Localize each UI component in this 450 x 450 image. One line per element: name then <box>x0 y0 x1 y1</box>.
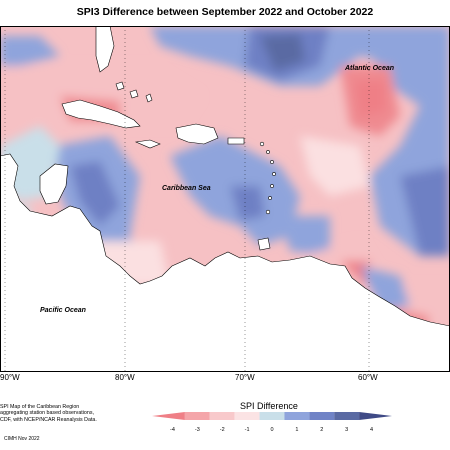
footer-note-line: CDF, with NCEP/NCAR Reanalysis Data. <box>0 416 97 423</box>
legend-swatch <box>184 412 210 420</box>
legend-tick-label: 3 <box>345 427 348 433</box>
land-masses <box>0 26 450 372</box>
legend-tick-label: -1 <box>245 427 250 433</box>
lon-label-90w: 90°W <box>0 373 20 382</box>
anomaly-field <box>0 26 450 372</box>
legend-swatch <box>209 412 235 420</box>
legend-swatch <box>152 412 185 420</box>
legend-swatch <box>359 412 392 420</box>
region-label-atlantic: Atlantic Ocean <box>344 65 394 72</box>
lon-label-60w: 60°W <box>358 373 378 382</box>
legend-tick-label: 1 <box>295 427 298 433</box>
legend-tick-label: -4 <box>170 427 175 433</box>
legend-title: SPI Difference <box>240 401 298 411</box>
legend-tick-label: 2 <box>320 427 323 433</box>
legend-swatch <box>234 412 260 420</box>
legend-swatch <box>309 412 335 420</box>
region-label-pacific: Pacific Ocean <box>40 307 86 314</box>
legend-tick-label: -3 <box>195 427 200 433</box>
footer-note-line: SPI Map of the Caribbean Region <box>0 404 80 410</box>
legend-tick-label: 0 <box>270 427 273 433</box>
footer-note-line: aggregating station based observations, <box>0 410 94 417</box>
map-frame: Atlantic Ocean Caribbean Sea Pacific Oce… <box>0 26 450 372</box>
legend-swatch <box>259 412 285 420</box>
footer-credit: CIMH Nov 2022 <box>4 436 40 442</box>
legend-tick-label: 4 <box>370 427 373 433</box>
graticule <box>4 26 370 372</box>
footer-note: SPI Map of the Caribbean Region aggregat… <box>0 404 120 423</box>
region-label-caribbean: Caribbean Sea <box>162 185 211 192</box>
lon-label-70w: 70°W <box>235 373 255 382</box>
lon-label-80w: 80°W <box>115 373 135 382</box>
legend-tick-label: -2 <box>220 427 225 433</box>
map-title: SPI3 Difference between September 2022 a… <box>76 6 374 18</box>
legend-swatch <box>334 412 360 420</box>
legend-swatch <box>284 412 310 420</box>
legend-colorbar: -4 -3 -2 -1 0 1 2 3 4 <box>152 412 392 433</box>
